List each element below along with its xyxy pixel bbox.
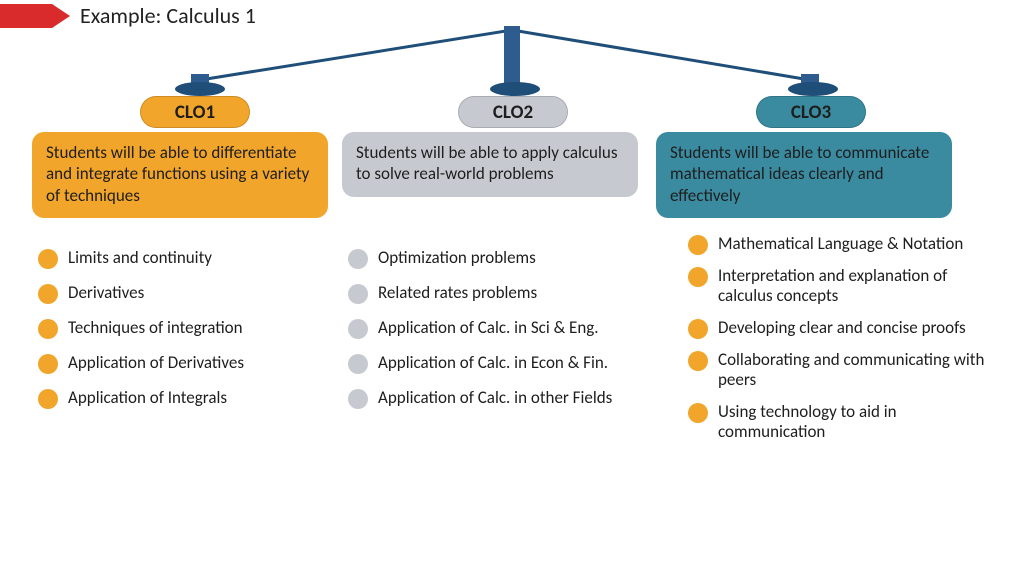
clo-label: CLO3 — [756, 96, 866, 128]
bullet-icon — [688, 267, 708, 287]
bullet-icon — [38, 389, 58, 409]
clo-label: CLO2 — [458, 96, 568, 128]
clo-label: CLO1 — [140, 96, 250, 128]
bullet-text: Developing clear and concise proofs — [718, 318, 988, 338]
bullet-icon — [688, 351, 708, 371]
list-item: Collaborating and communicating with pee… — [688, 350, 988, 391]
bullet-icon — [348, 249, 368, 269]
bullet-text: Application of Calc. in Econ & Fin. — [378, 353, 648, 373]
list-item: Interpretation and explanation of calcul… — [688, 266, 988, 307]
clo-base — [490, 82, 540, 96]
clo-base — [788, 82, 838, 96]
bullet-icon — [38, 319, 58, 339]
bullet-text: Using technology to aid in communication — [718, 402, 988, 443]
list-item: Developing clear and concise proofs — [688, 318, 988, 339]
bullet-icon — [38, 354, 58, 374]
list-item: Using technology to aid in communication — [688, 402, 988, 443]
bullet-text: Application of Integrals — [68, 388, 338, 408]
list-item: Derivatives — [38, 283, 338, 304]
clo-base — [175, 82, 225, 96]
bullet-text: Related rates problems — [378, 283, 648, 303]
list-item: Optimization problems — [348, 248, 648, 269]
bullet-text: Application of Derivatives — [68, 353, 338, 373]
list-item: Application of Integrals — [38, 388, 338, 409]
clo-description: Students will be able to communicate mat… — [656, 132, 952, 218]
bullet-icon — [348, 354, 368, 374]
bullet-icon — [38, 249, 58, 269]
bullet-text: Application of Calc. in Sci & Eng. — [378, 318, 648, 338]
list-item: Techniques of integration — [38, 318, 338, 339]
list-item: Related rates problems — [348, 283, 648, 304]
list-item: Application of Derivatives — [38, 353, 338, 374]
clo-description: Students will be able to apply calculus … — [342, 132, 638, 197]
bullet-text: Application of Calc. in other Fields — [378, 388, 648, 408]
list-item: Limits and continuity — [38, 248, 338, 269]
bullet-text: Interpretation and explanation of calcul… — [718, 266, 988, 307]
clo-description: Students will be able to differentiate a… — [32, 132, 328, 218]
bullet-text: Techniques of integration — [68, 318, 338, 338]
bullet-icon — [688, 319, 708, 339]
bullet-icon — [38, 284, 58, 304]
bullet-icon — [348, 389, 368, 409]
bullet-text: Limits and continuity — [68, 248, 338, 268]
bullet-text: Mathematical Language & Notation — [718, 234, 988, 254]
bullet-text: Collaborating and communicating with pee… — [718, 350, 988, 391]
bullet-icon — [348, 284, 368, 304]
bullet-icon — [348, 319, 368, 339]
list-item: Application of Calc. in Econ & Fin. — [348, 353, 648, 374]
bullet-icon — [688, 235, 708, 255]
bullet-text: Optimization problems — [378, 248, 648, 268]
clo-bullets: Optimization problems Related rates probl… — [348, 248, 648, 423]
list-item: Application of Calc. in Sci & Eng. — [348, 318, 648, 339]
bullet-text: Derivatives — [68, 283, 338, 303]
list-item: Application of Calc. in other Fields — [348, 388, 648, 409]
list-item: Mathematical Language & Notation — [688, 234, 988, 255]
bullet-icon — [688, 403, 708, 423]
clo-bullets: Limits and continuity Derivatives Techniqu… — [38, 248, 338, 423]
clo-bullets: Mathematical Language & Notation Interpre… — [688, 234, 988, 453]
